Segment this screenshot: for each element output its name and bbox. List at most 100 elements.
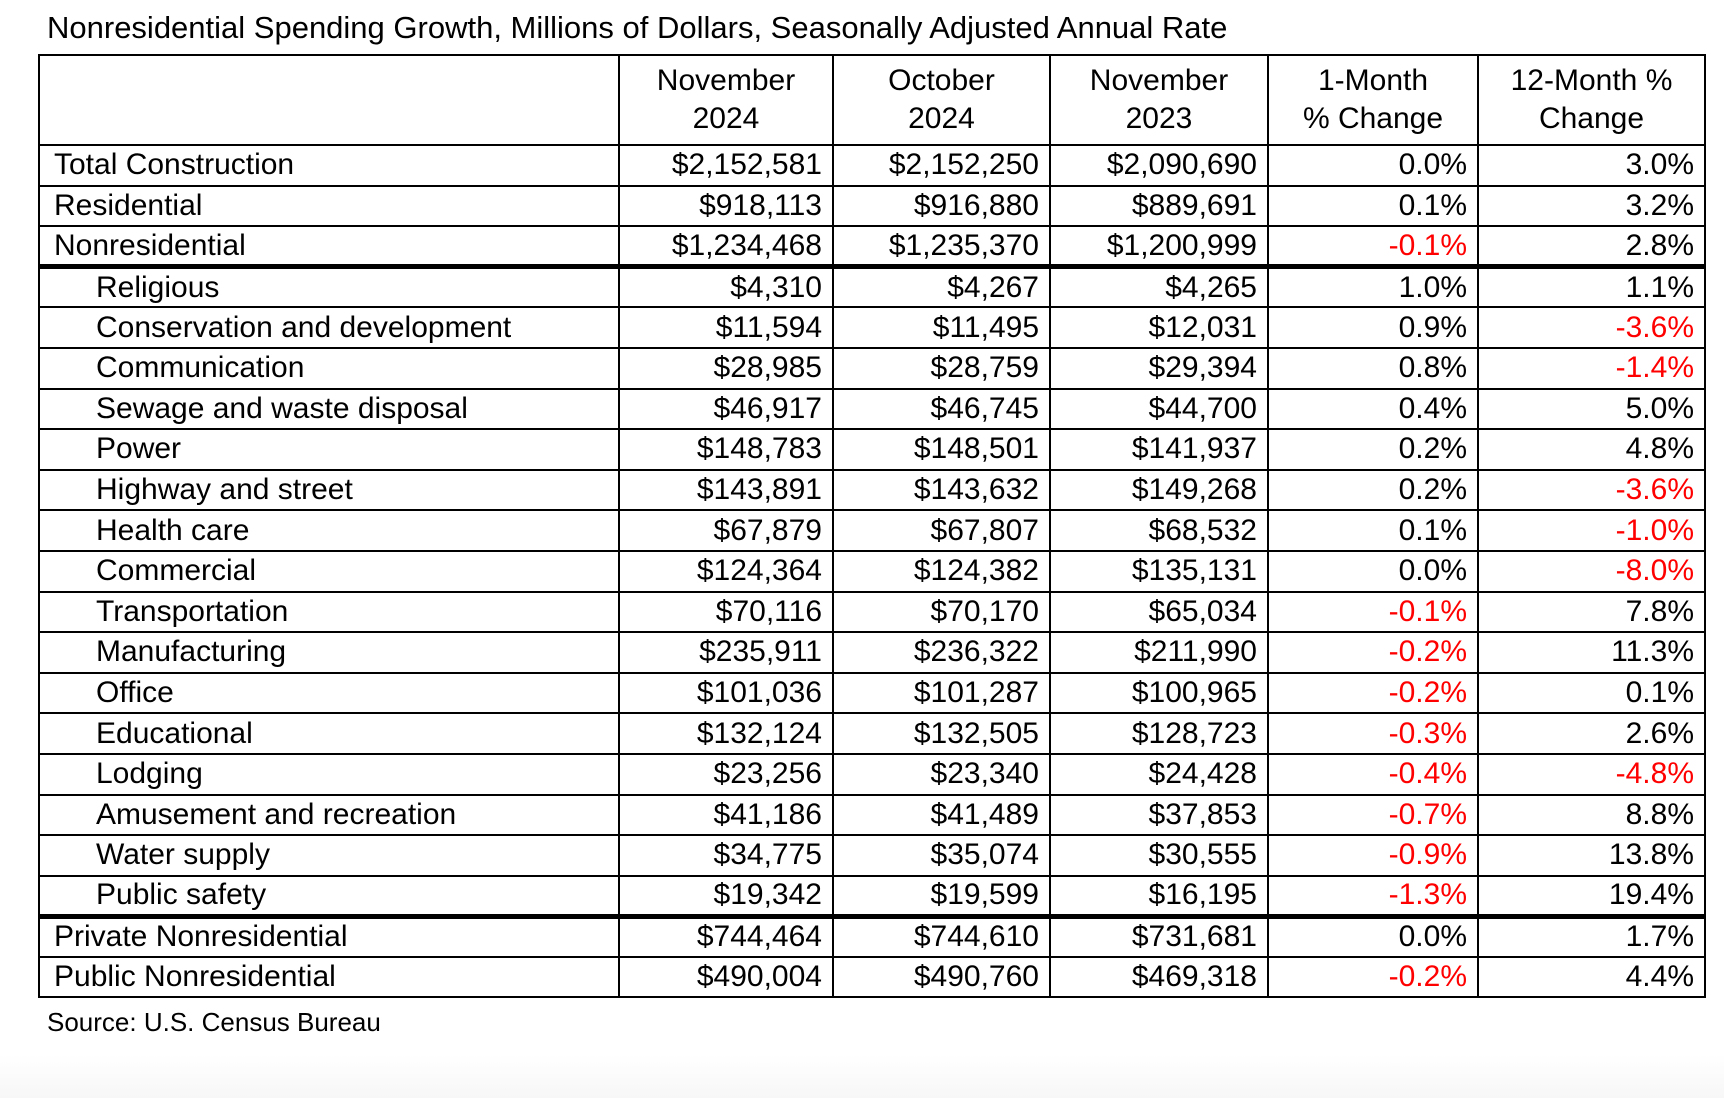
table-row: Public safety $19,342 $19,599 $16,195 -1.3% 1… [38,874,1706,919]
value-cell: 1.1% [1477,265,1706,309]
value-cell: $101,036 [618,671,834,715]
value-cell: $67,879 [618,509,834,552]
value-cell: 3.0% [1477,144,1706,187]
value-cell: 1.7% [1477,915,1706,958]
value-cell: $19,599 [832,874,1051,919]
value-cell: $70,170 [832,590,1051,634]
value-cell: $23,256 [618,752,834,796]
value-cell: -0.2% [1267,671,1479,715]
value-cell: 7.8% [1477,590,1706,634]
value-cell: 0.0% [1267,915,1479,958]
value-cell: 8.8% [1477,793,1706,837]
row-label: Private Nonresidential [38,915,620,958]
value-cell: $143,632 [832,468,1051,512]
value-cell: 0.2% [1267,468,1479,512]
corner-cell [38,54,620,146]
table-row: Private Nonresidential $744,464 $744,610 $7… [38,915,1706,958]
value-cell: 0.1% [1267,184,1479,228]
value-cell: $490,760 [832,955,1051,999]
table-row: Office $101,036 $101,287 $100,965 -0.2% 0.1% [38,671,1706,715]
value-cell: -0.2% [1267,955,1479,999]
row-label: Manufacturing [38,631,620,674]
value-cell: 0.8% [1267,346,1479,390]
value-cell: 2.6% [1477,712,1706,755]
table-row: Manufacturing $235,911 $236,322 $211,990 -0.… [38,631,1706,674]
value-cell: $1,235,370 [832,225,1051,270]
value-cell: $41,186 [618,793,834,837]
value-cell: 0.0% [1267,549,1479,593]
value-cell: $29,394 [1049,346,1269,390]
row-label: Transportation [38,590,620,634]
value-cell: $141,937 [1049,428,1269,471]
column-header: November 2023 [1049,54,1269,146]
row-label: Communication [38,346,620,390]
row-label: Amusement and recreation [38,793,620,837]
value-cell: $65,034 [1049,590,1269,634]
row-label: Power [38,428,620,471]
value-cell: $490,004 [618,955,834,999]
value-cell: $35,074 [832,834,1051,877]
value-cell: -0.3% [1267,712,1479,755]
value-cell: 0.1% [1267,509,1479,552]
column-header: 1-Month% Change [1267,54,1479,146]
column-header: 12-Month % Change [1477,54,1706,146]
value-cell: -3.6% [1477,468,1706,512]
value-cell: $28,759 [832,346,1051,390]
value-cell: -3.6% [1477,306,1706,349]
value-cell: $889,691 [1049,184,1269,228]
value-cell: $46,745 [832,387,1051,431]
value-cell: $11,495 [832,306,1051,349]
table-row: Transportation $70,116 $70,170 $65,034 -0.1%… [38,590,1706,634]
table-body: Total Construction $2,152,581 $2,152,250 $2… [38,144,1706,999]
value-cell: 2.8% [1477,225,1706,270]
value-cell: $68,532 [1049,509,1269,552]
row-label: Highway and street [38,468,620,512]
value-cell: $211,990 [1049,631,1269,674]
table-row: Total Construction $2,152,581 $2,152,250 $2… [38,144,1706,187]
column-header: November 2024 [618,54,834,146]
value-cell: $744,464 [618,915,834,958]
table-row: Public Nonresidential $490,004 $490,760 $46… [38,955,1706,999]
table-row: Religious $4,310 $4,267 $4,265 1.0% 1.1% [38,265,1706,309]
row-label: Total Construction [38,144,620,187]
value-cell: -4.8% [1477,752,1706,796]
value-cell: -0.2% [1267,631,1479,674]
value-cell: $916,880 [832,184,1051,228]
value-cell: $135,131 [1049,549,1269,593]
value-cell: $12,031 [1049,306,1269,349]
source-note: Source: U.S. Census Bureau [47,1007,381,1038]
row-label: Public safety [38,874,620,919]
value-cell: $4,310 [618,265,834,309]
value-cell: -1.0% [1477,509,1706,552]
table-row: Health care $67,879 $67,807 $68,532 0.1% -1.0… [38,509,1706,552]
value-cell: -0.1% [1267,225,1479,270]
value-cell: $1,200,999 [1049,225,1269,270]
value-cell: $28,985 [618,346,834,390]
value-cell: $148,501 [832,428,1051,471]
value-cell: -0.7% [1267,793,1479,837]
value-cell: -8.0% [1477,549,1706,593]
value-cell: $24,428 [1049,752,1269,796]
value-cell: 0.0% [1267,144,1479,187]
table-row: Residential $918,113 $916,880 $889,691 0.1% 3… [38,184,1706,228]
value-cell: $100,965 [1049,671,1269,715]
value-cell: $132,124 [618,712,834,755]
table-row: Water supply $34,775 $35,074 $30,555 -0.9% 13… [38,834,1706,877]
value-cell: $124,382 [832,549,1051,593]
value-cell: $1,234,468 [618,225,834,270]
value-cell: 0.9% [1267,306,1479,349]
value-cell: 19.4% [1477,874,1706,919]
page-title: Nonresidential Spending Growth, Millions… [47,10,1228,45]
value-cell: $46,917 [618,387,834,431]
row-label: Sewage and waste disposal [38,387,620,431]
value-cell: $101,287 [832,671,1051,715]
value-cell: 11.3% [1477,631,1706,674]
value-cell: $148,783 [618,428,834,471]
value-cell: 0.4% [1267,387,1479,431]
value-cell: 4.4% [1477,955,1706,999]
table-row: Conservation and development $11,594 $11,4… [38,306,1706,349]
value-cell: $128,723 [1049,712,1269,755]
row-label: Educational [38,712,620,755]
value-cell: $16,195 [1049,874,1269,919]
